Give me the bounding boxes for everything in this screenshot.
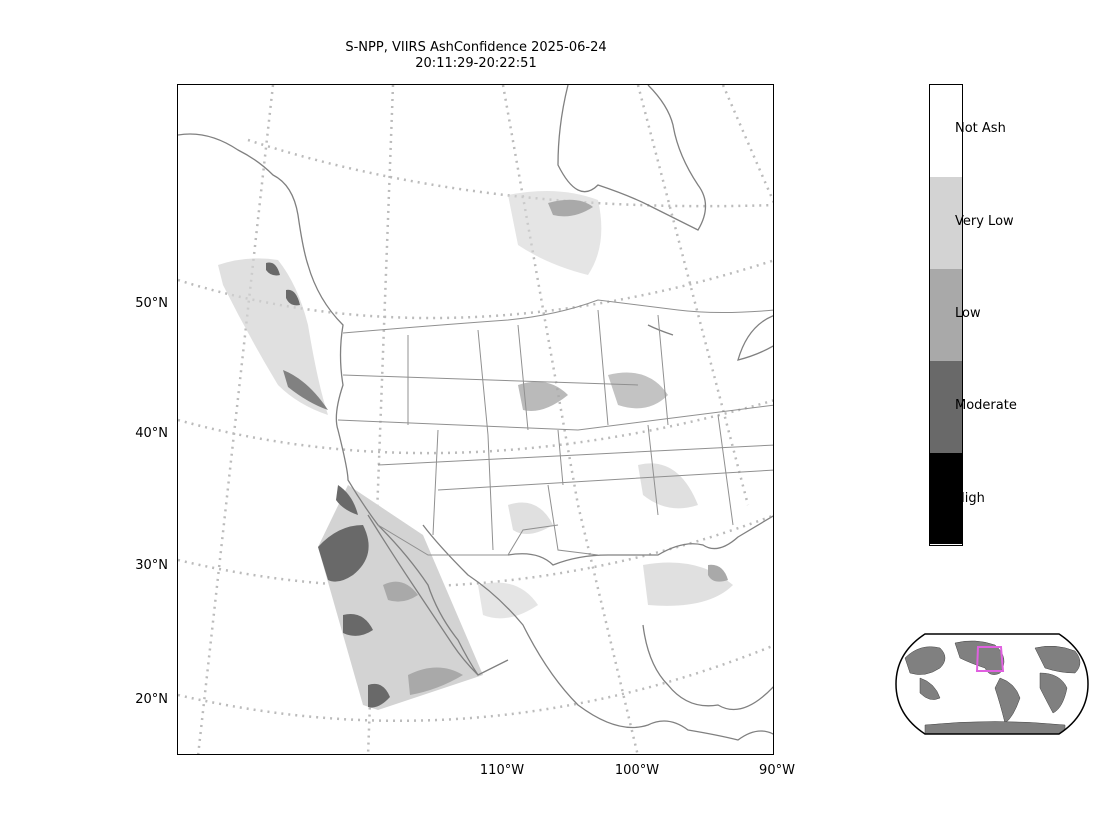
inset-globe-map [895, 633, 1089, 735]
title-line-2: 20:11:29-20:22:51 [415, 56, 537, 71]
globe-swath-highlight [975, 646, 1005, 672]
lat-label-20: 20°N [135, 692, 168, 707]
ash-canada-low [548, 199, 593, 217]
colorbar [929, 84, 963, 546]
latitude-lines [178, 138, 773, 723]
ash-north-moderate-2 [286, 289, 300, 306]
colorbar-label-very-low: Very Low [955, 214, 1014, 229]
colorbar-label-low: Low [955, 306, 981, 321]
australia-land [919, 677, 941, 700]
lon-label-100: 100°W [614, 763, 660, 778]
colorbar-very-low [930, 177, 962, 269]
us-mexico-border [377, 524, 559, 556]
title-line-1: S-NPP, VIIRS AshConfidence 2025-06-24 [345, 40, 607, 55]
ash-texas-very-low [508, 502, 553, 534]
lat-line-20 [178, 644, 773, 723]
state-line-row-2 [342, 374, 639, 386]
colorbar-moderate [930, 361, 962, 453]
ash-north-moderate-1 [266, 262, 280, 276]
ash-midwest-low [608, 372, 668, 409]
longitude-lines [196, 85, 773, 754]
colorbar-label-high: High [955, 491, 985, 506]
state-lines-north [407, 309, 669, 436]
state-line-row-1 [337, 404, 773, 431]
antarctica-land [924, 721, 1066, 734]
gulf-coast [507, 515, 773, 566]
pacific-coastline [178, 133, 509, 676]
colorbar-label-not-ash: Not Ash [955, 121, 1006, 136]
baja-gulf-coast [367, 514, 479, 676]
globe-outline [895, 633, 1089, 735]
ash-area-moderate-4 [368, 683, 390, 708]
ash-area-moderate-3 [343, 614, 373, 636]
hudson-bay-coast [557, 85, 707, 231]
eurasia-land [1034, 645, 1081, 674]
lat-line-50 [178, 259, 773, 320]
asia-west-land [904, 646, 946, 675]
colorbar-high [930, 453, 962, 544]
ash-south-very-low [638, 463, 698, 509]
ash-plains-low [518, 381, 568, 411]
ash-area-moderate-1 [318, 525, 369, 582]
north-america-land [954, 640, 1005, 675]
map-panel[interactable] [177, 84, 774, 755]
state-lines-central [377, 444, 773, 491]
map-canvas [178, 85, 773, 754]
yucatan-coast [642, 624, 773, 711]
ash-area-moderate-2 [336, 485, 358, 515]
ash-gulf-low [708, 564, 728, 582]
ash-swath [218, 191, 733, 710]
lon-line-90 [636, 85, 750, 506]
colorbar-not-ash [930, 85, 962, 177]
lon-label-110: 110°W [479, 763, 525, 778]
texas-border [547, 484, 599, 556]
colorbar-low [930, 269, 962, 361]
political-borders [337, 299, 773, 556]
lon-line-140 [196, 85, 275, 754]
mexico-east-coast [422, 524, 773, 741]
lat-label-30: 30°N [135, 558, 168, 573]
map-title: S-NPP, VIIRS AshConfidence 2025-06-24 20… [176, 40, 776, 72]
lat-line-40 [178, 399, 773, 455]
lat-label-50: 50°N [135, 296, 168, 311]
lon-label-90: 90°W [759, 763, 795, 778]
lat-label-40: 40°N [135, 426, 168, 441]
ash-north-moderate-3 [283, 370, 328, 410]
ash-area-north-very-low [218, 258, 328, 415]
south-america-land [994, 677, 1021, 724]
ash-area-low-1 [408, 667, 463, 695]
colorbar-label-moderate: Moderate [955, 398, 1017, 413]
us-canada-border [342, 299, 773, 334]
ash-area-low-2 [383, 581, 418, 602]
coastlines [178, 85, 773, 741]
africa-land [1039, 672, 1068, 714]
lon-line-100a [501, 85, 639, 754]
lon-line-80 [721, 85, 773, 204]
state-lines-vertical [432, 414, 734, 551]
lat-line-60 [247, 138, 773, 208]
globe-land [904, 640, 1081, 734]
great-lakes-east [737, 315, 773, 361]
lake-superior [647, 324, 674, 336]
ash-mexico-very-low [478, 582, 538, 619]
